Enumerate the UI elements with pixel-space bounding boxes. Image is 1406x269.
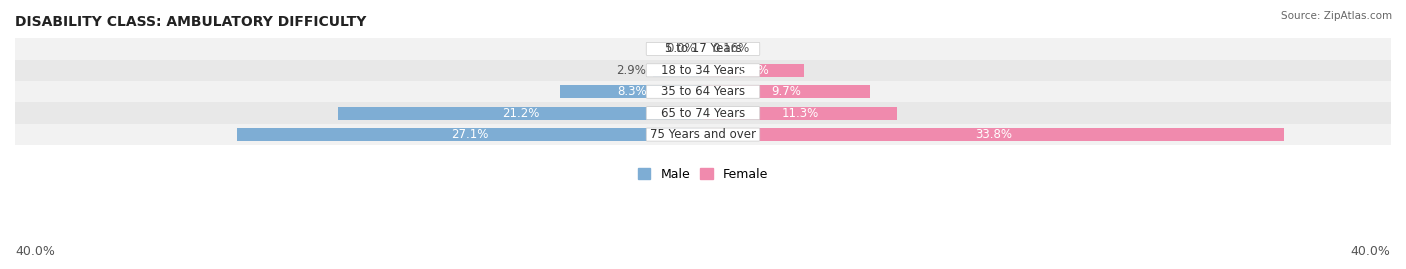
Bar [15, 124, 1391, 145]
Text: 27.1%: 27.1% [451, 128, 489, 141]
Text: 9.7%: 9.7% [772, 85, 801, 98]
Text: 33.8%: 33.8% [976, 128, 1012, 141]
Text: 5.9%: 5.9% [740, 64, 769, 77]
FancyBboxPatch shape [647, 64, 759, 77]
Text: 2.9%: 2.9% [616, 64, 647, 77]
Text: 35 to 64 Years: 35 to 64 Years [661, 85, 745, 98]
FancyBboxPatch shape [647, 107, 759, 120]
Text: 11.3%: 11.3% [782, 107, 818, 120]
Text: 40.0%: 40.0% [15, 245, 55, 258]
Bar [15, 81, 1391, 102]
Text: 65 to 74 Years: 65 to 74 Years [661, 107, 745, 120]
Text: 18 to 34 Years: 18 to 34 Years [661, 64, 745, 77]
Text: 40.0%: 40.0% [1351, 245, 1391, 258]
Text: 5 to 17 Years: 5 to 17 Years [665, 43, 741, 55]
Bar [15, 38, 1391, 60]
Text: 21.2%: 21.2% [502, 107, 540, 120]
Text: 0.0%: 0.0% [666, 43, 696, 55]
Bar [560, 85, 703, 98]
Bar [654, 64, 703, 77]
Bar [15, 60, 1391, 81]
Bar [15, 102, 1391, 124]
Text: 8.3%: 8.3% [617, 85, 647, 98]
FancyBboxPatch shape [647, 128, 759, 141]
Bar [703, 85, 870, 98]
Bar [703, 64, 804, 77]
Text: 75 Years and over: 75 Years and over [650, 128, 756, 141]
Bar [703, 107, 897, 120]
FancyBboxPatch shape [647, 42, 759, 55]
Text: DISABILITY CLASS: AMBULATORY DIFFICULTY: DISABILITY CLASS: AMBULATORY DIFFICULTY [15, 15, 367, 29]
FancyBboxPatch shape [647, 85, 759, 98]
Bar [703, 43, 706, 55]
Legend: Male, Female: Male, Female [633, 163, 773, 186]
Bar [236, 128, 703, 141]
Bar [339, 107, 703, 120]
Bar [703, 128, 1284, 141]
Text: Source: ZipAtlas.com: Source: ZipAtlas.com [1281, 11, 1392, 21]
Text: 0.16%: 0.16% [713, 43, 749, 55]
